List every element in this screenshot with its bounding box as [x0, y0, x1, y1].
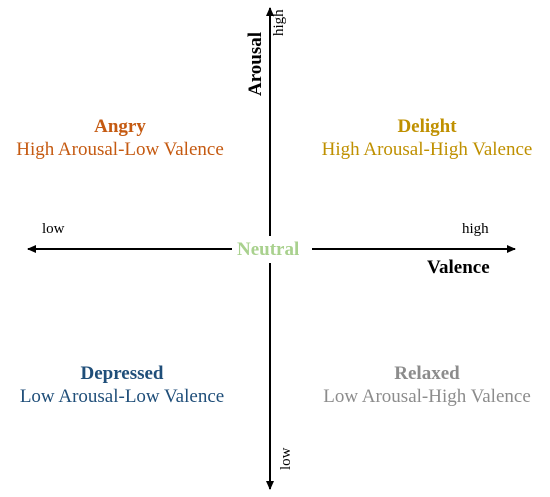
relaxed-title: Relaxed [394, 363, 460, 384]
angry-subtitle: High Arousal-Low Valence [16, 139, 224, 160]
angry-title: Angry [94, 116, 146, 137]
quadrant-top-left: Angry High Arousal-Low Valence [5, 117, 235, 159]
arousal-axis-title: Arousal [245, 31, 266, 96]
valence-axis-title: Valence [427, 257, 490, 278]
depressed-subtitle: Low Arousal-Low Valence [19, 386, 225, 407]
valence-low-label: low [42, 221, 65, 237]
arousal-high-label: high [271, 9, 287, 36]
quadrant-bottom-left: Depressed Low Arousal-Low Valence [3, 364, 241, 406]
quadrant-bottom-right: Relaxed Low Arousal-High Valence [306, 364, 548, 406]
depressed-title: Depressed [80, 363, 164, 384]
delight-title: Delight [397, 116, 457, 137]
quadrant-top-right: Delight High Arousal-High Valence [308, 117, 546, 159]
delight-subtitle: High Arousal-High Valence [321, 139, 533, 160]
relaxed-subtitle: Low Arousal-High Valence [323, 386, 531, 407]
valence-high-label: high [462, 221, 489, 237]
arousal-low-label: low [278, 447, 294, 471]
neutral-label: Neutral [237, 239, 300, 260]
